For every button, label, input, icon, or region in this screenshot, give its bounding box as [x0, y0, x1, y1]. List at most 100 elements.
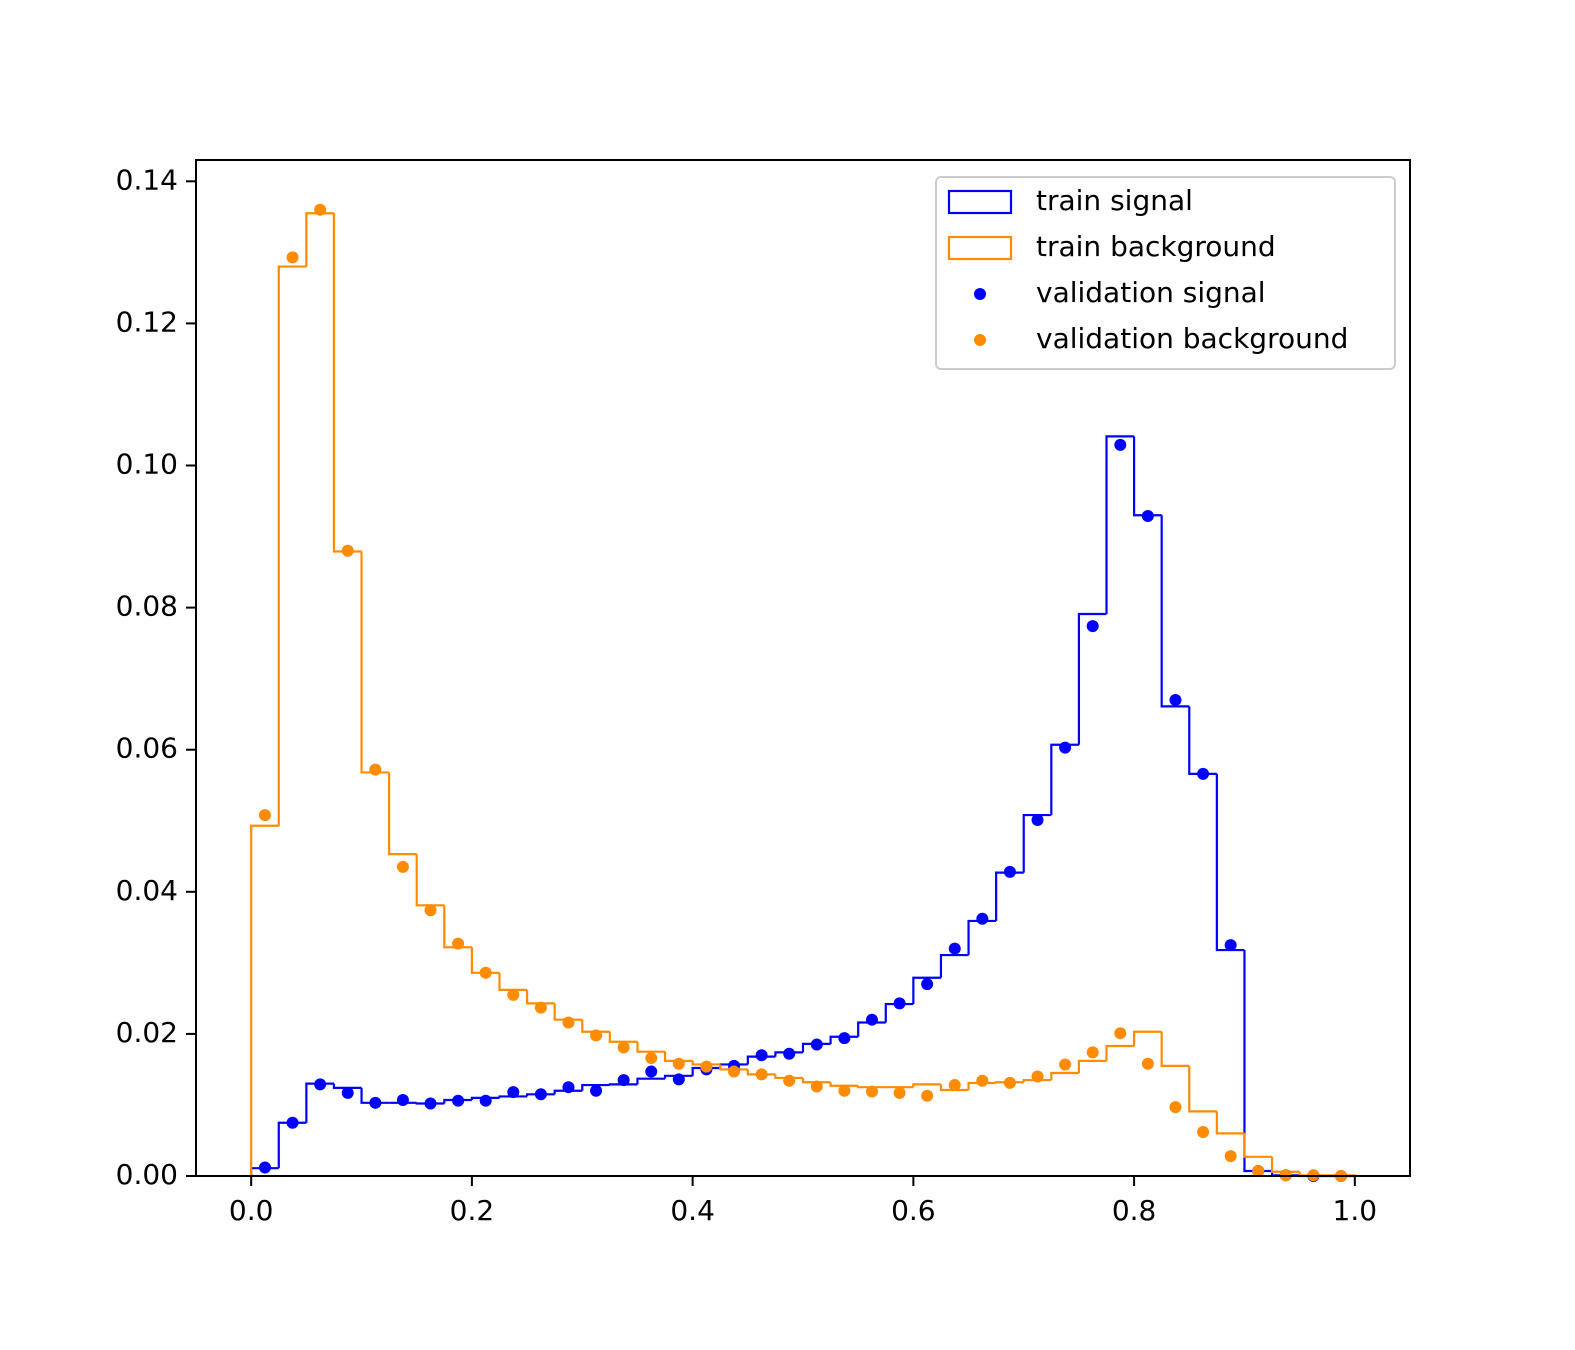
validation-point: [1197, 767, 1210, 780]
validation-point: [645, 1052, 658, 1065]
legend-label: validation background: [1036, 322, 1348, 355]
validation-point: [672, 1057, 685, 1070]
histogram-step: [912, 1083, 941, 1088]
validation-point: [810, 1038, 823, 1051]
validation-point: [1003, 1076, 1016, 1089]
validation-point: [341, 544, 354, 557]
validation-point: [783, 1047, 796, 1060]
histogram-step: [415, 854, 445, 907]
validation-point: [590, 1029, 603, 1042]
histogram-step: [332, 1083, 362, 1089]
x-tick-label: 0.6: [891, 1194, 936, 1227]
validation-point: [1114, 438, 1127, 451]
histogram-step: [1215, 773, 1245, 952]
validation-point: [1141, 509, 1154, 522]
validation-point: [479, 966, 492, 979]
validation-point: [534, 1088, 547, 1101]
histogram-step: [498, 972, 528, 991]
histogram-step: [608, 1083, 638, 1086]
histogram-step: [1022, 813, 1052, 873]
validation-point: [1197, 1125, 1210, 1138]
validation-point: [976, 912, 989, 925]
histogram-step: [636, 1077, 666, 1085]
validation-point: [562, 1016, 575, 1029]
validation-point: [1169, 1101, 1182, 1114]
validation-point: [921, 978, 934, 991]
validation-point: [1114, 1027, 1127, 1040]
y-tick-label: 0.14: [116, 163, 178, 196]
validation-point: [452, 937, 465, 950]
histogram-step: [1160, 515, 1190, 708]
validation-point: [1031, 814, 1044, 827]
validation-point: [424, 1097, 437, 1110]
y-tick-label: 0.00: [116, 1158, 178, 1191]
validation-point: [258, 809, 271, 822]
validation-point: [369, 1096, 382, 1109]
histogram-step: [525, 989, 555, 1005]
validation-point: [838, 1084, 851, 1097]
y-tick-label: 0.06: [116, 732, 178, 765]
legend-label: validation signal: [1036, 276, 1266, 309]
validation-point: [893, 997, 906, 1010]
validation-point: [507, 1086, 520, 1099]
x-tick-label: 0.8: [1112, 1194, 1157, 1227]
validation-point: [1003, 865, 1016, 878]
x-tick-label: 0.0: [229, 1194, 274, 1227]
axes-frame: [195, 159, 1411, 1177]
validation-point: [479, 1094, 492, 1107]
histogram-step: [939, 1084, 969, 1092]
validation-point: [1059, 1058, 1072, 1071]
validation-point: [1224, 939, 1237, 952]
validation-point: [1224, 1150, 1237, 1163]
validation-point: [617, 1074, 630, 1087]
histogram-step: [1105, 1044, 1135, 1061]
validation-point: [617, 1041, 630, 1054]
validation-point: [921, 1089, 934, 1102]
y-tick-label: 0.02: [116, 1016, 178, 1049]
validation-point: [865, 1013, 878, 1026]
validation-point: [396, 860, 409, 873]
validation-point: [1059, 741, 1072, 754]
histogram-step: [1215, 1111, 1245, 1135]
x-tick-label: 1.0: [1333, 1194, 1378, 1227]
legend-label: train signal: [1036, 184, 1193, 217]
validation-point: [1252, 1165, 1265, 1178]
histogram-step: [636, 1041, 666, 1053]
validation-point: [755, 1049, 768, 1062]
histogram-step: [250, 824, 279, 1176]
histogram-step: [1132, 1030, 1162, 1046]
validation-point: [645, 1065, 658, 1078]
validation-point: [783, 1074, 796, 1087]
validation-point: [948, 1079, 961, 1092]
histogram-step: [1050, 1071, 1079, 1081]
validation-point: [590, 1084, 603, 1097]
validation-point: [728, 1065, 741, 1078]
validation-point: [452, 1094, 465, 1107]
y-tick-label: 0.10: [116, 448, 178, 481]
validation-point: [396, 1093, 409, 1106]
validation-point: [286, 1116, 299, 1129]
legend-label: train background: [1036, 230, 1276, 263]
validation-point: [948, 942, 961, 955]
validation-point: [700, 1060, 713, 1073]
validation-point: [1086, 620, 1099, 633]
validation-point: [865, 1085, 878, 1098]
validation-point: [314, 1078, 327, 1091]
validation-point: [341, 1086, 354, 1099]
y-tick-label: 0.04: [116, 874, 178, 907]
x-tick-label: 0.2: [450, 1194, 495, 1227]
validation-point: [534, 1001, 547, 1014]
histogram-step: [801, 1077, 831, 1084]
legend-swatch: [947, 189, 1013, 215]
y-tick-label: 0.12: [116, 305, 178, 338]
histogram-step: [1077, 1059, 1107, 1073]
validation-point: [1031, 1070, 1044, 1083]
histogram-step: [277, 265, 307, 826]
legend: train signal train background validation s…: [935, 176, 1396, 370]
legend-marker: [974, 288, 986, 300]
validation-point: [424, 904, 437, 917]
legend-swatch: [947, 235, 1013, 261]
histogram-step: [829, 1082, 859, 1087]
validation-point: [810, 1080, 823, 1093]
